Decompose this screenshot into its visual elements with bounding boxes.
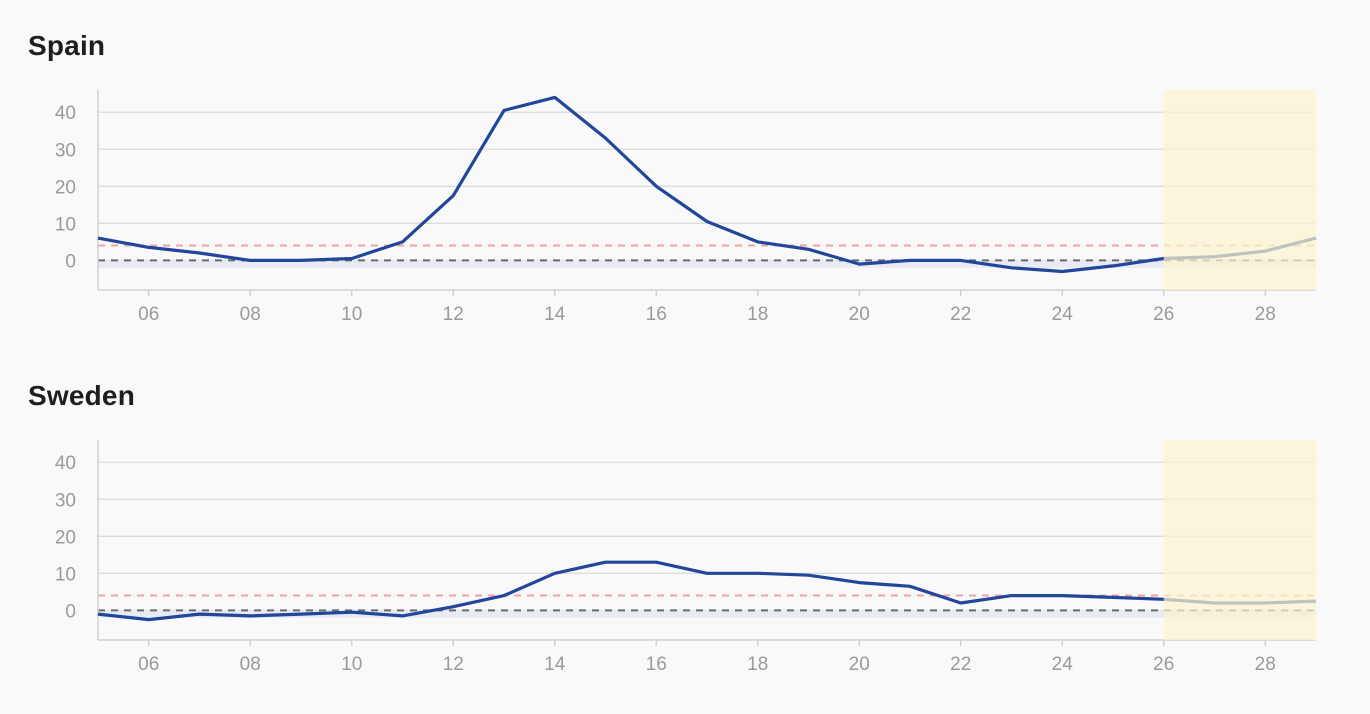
range-band <box>98 610 1316 618</box>
y-tick-label: 30 <box>55 140 76 161</box>
y-tick-label: 20 <box>55 177 76 198</box>
highlight-region <box>1163 440 1316 640</box>
highlight-region <box>1163 90 1316 290</box>
x-tick-label: 18 <box>747 654 768 675</box>
series-line <box>97 560 1317 622</box>
x-tick-label: 16 <box>646 304 667 325</box>
x-tick-label: 20 <box>849 654 870 675</box>
x-tick-label: 28 <box>1255 654 1276 675</box>
x-tick-label: 06 <box>138 654 159 675</box>
x-tick-label: 28 <box>1255 304 1276 325</box>
x-tick-label: 12 <box>443 304 464 325</box>
x-tick-label: 14 <box>544 654 566 675</box>
x-tick-label: 16 <box>646 654 667 675</box>
x-tick-label: 10 <box>341 304 362 325</box>
x-tick-label: 26 <box>1153 304 1174 325</box>
y-tick-label: 40 <box>55 453 76 474</box>
y-tick-label: 10 <box>55 564 76 585</box>
chart-title: Spain <box>28 30 106 61</box>
y-tick-label: 0 <box>65 601 76 622</box>
x-tick-label: 08 <box>240 654 261 675</box>
series-line <box>97 95 1317 274</box>
x-tick-label: 24 <box>1052 304 1074 325</box>
chart-title: Sweden <box>28 380 136 411</box>
line-chart-sweden: 0 10 20 30 40 06 08 10 12 14 16 18 20 22 24 26 28 <box>55 440 1317 675</box>
x-tick-label: 22 <box>950 654 971 675</box>
x-tick-label: 14 <box>544 304 566 325</box>
y-tick-label: 30 <box>55 490 76 511</box>
y-tick-label: 0 <box>65 251 76 272</box>
y-tick-label: 40 <box>55 103 76 124</box>
x-tick-label: 20 <box>849 304 870 325</box>
y-tick-label: 20 <box>55 527 76 548</box>
x-tick-label: 26 <box>1153 654 1174 675</box>
x-tick-label: 18 <box>747 304 768 325</box>
range-band <box>98 260 1316 268</box>
x-tick-label: 08 <box>240 304 261 325</box>
x-tick-label: 24 <box>1052 654 1074 675</box>
line-chart-spain: 0 10 20 30 40 06 08 10 12 14 16 18 20 22 24 26 28 <box>55 90 1317 325</box>
x-tick-label: 22 <box>950 304 971 325</box>
x-tick-label: 06 <box>138 304 159 325</box>
y-tick-label: 10 <box>55 214 76 235</box>
x-tick-label: 10 <box>341 654 362 675</box>
x-tick-label: 12 <box>443 654 464 675</box>
